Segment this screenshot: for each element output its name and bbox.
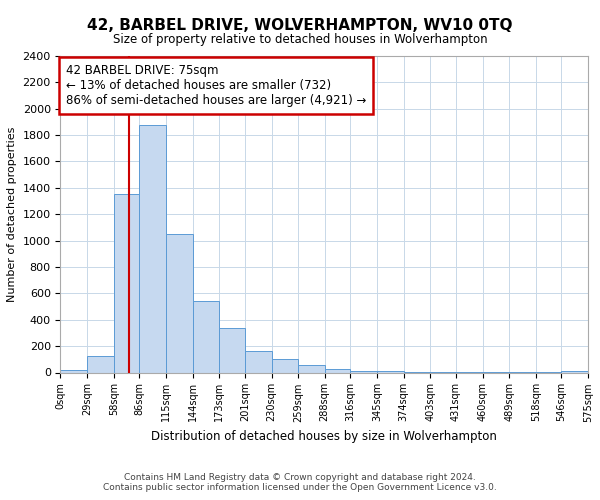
Bar — [219, 328, 245, 372]
Bar — [298, 364, 325, 372]
Bar — [113, 194, 139, 372]
Text: 42, BARBEL DRIVE, WOLVERHAMPTON, WV10 0TQ: 42, BARBEL DRIVE, WOLVERHAMPTON, WV10 0T… — [87, 18, 513, 32]
Text: Size of property relative to detached houses in Wolverhampton: Size of property relative to detached ho… — [113, 32, 487, 46]
Bar — [350, 370, 377, 372]
Y-axis label: Number of detached properties: Number of detached properties — [7, 126, 17, 302]
Bar — [377, 371, 404, 372]
Bar — [193, 300, 219, 372]
Bar — [325, 368, 350, 372]
Bar — [272, 358, 298, 372]
Text: 42 BARBEL DRIVE: 75sqm
← 13% of detached houses are smaller (732)
86% of semi-de: 42 BARBEL DRIVE: 75sqm ← 13% of detached… — [66, 64, 366, 107]
Bar — [61, 370, 87, 372]
Text: Contains HM Land Registry data © Crown copyright and database right 2024.
Contai: Contains HM Land Registry data © Crown c… — [103, 473, 497, 492]
Bar — [139, 124, 166, 372]
Bar — [87, 356, 113, 372]
Bar — [166, 234, 193, 372]
X-axis label: Distribution of detached houses by size in Wolverhampton: Distribution of detached houses by size … — [151, 430, 497, 443]
Bar — [245, 350, 272, 372]
